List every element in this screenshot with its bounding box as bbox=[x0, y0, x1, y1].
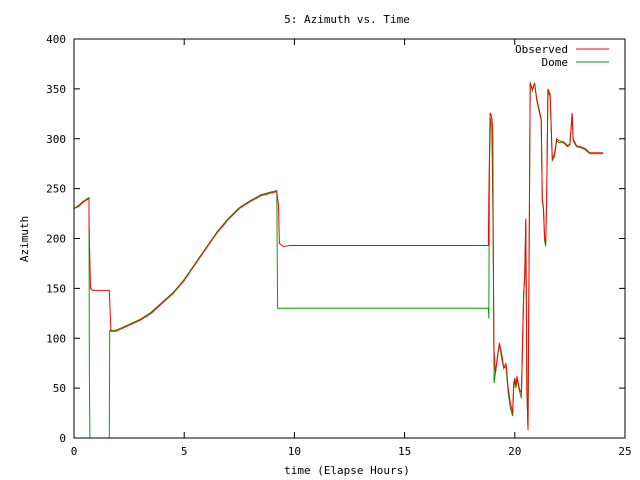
chart-title: 5: Azimuth vs. Time bbox=[284, 13, 410, 26]
x-tick-label: 0 bbox=[71, 445, 78, 458]
series-line-dome bbox=[73, 81, 603, 439]
y-tick-label: 400 bbox=[46, 33, 66, 46]
x-tick-label: 20 bbox=[508, 445, 521, 458]
y-tick-label: 350 bbox=[46, 83, 66, 96]
x-tick-label: 10 bbox=[288, 445, 301, 458]
plot-frame bbox=[73, 38, 626, 439]
y-tick-label: 100 bbox=[46, 332, 66, 345]
series-layer bbox=[73, 81, 603, 439]
x-tick-label: 5 bbox=[181, 445, 188, 458]
y-tick-label: 0 bbox=[59, 432, 66, 445]
x-axis-label: time (Elapse Hours) bbox=[284, 464, 410, 477]
y-tick-label: 250 bbox=[46, 183, 66, 196]
y-tick-label: 150 bbox=[46, 282, 66, 295]
x-tick-label: 15 bbox=[398, 445, 411, 458]
y-tick-label: 200 bbox=[46, 233, 66, 246]
legend-label-dome: Dome bbox=[542, 56, 569, 69]
y-tick-label: 300 bbox=[46, 133, 66, 146]
legend-label-observed: Observed bbox=[515, 43, 568, 56]
y-axis-label: Azimuth bbox=[18, 216, 31, 262]
series-line-observed bbox=[73, 82, 603, 431]
y-tick-label: 50 bbox=[53, 382, 66, 395]
x-tick-label: 25 bbox=[618, 445, 631, 458]
